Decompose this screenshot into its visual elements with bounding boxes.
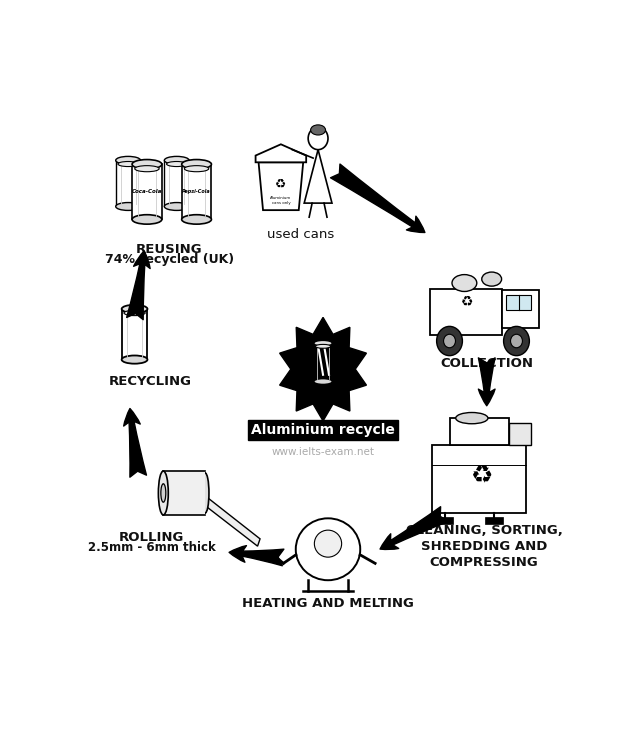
Ellipse shape bbox=[124, 311, 145, 316]
Text: Aluminium recycle: Aluminium recycle bbox=[251, 423, 395, 437]
Text: ♻: ♻ bbox=[275, 177, 287, 190]
Text: www.ielts-exam.net: www.ielts-exam.net bbox=[271, 447, 374, 458]
Bar bbox=[163, 471, 205, 515]
Circle shape bbox=[308, 127, 328, 150]
Ellipse shape bbox=[132, 159, 162, 169]
Bar bbox=[429, 289, 502, 336]
Ellipse shape bbox=[182, 215, 211, 224]
Ellipse shape bbox=[164, 202, 189, 211]
Ellipse shape bbox=[456, 412, 488, 424]
Ellipse shape bbox=[296, 518, 360, 580]
Ellipse shape bbox=[482, 272, 502, 286]
Ellipse shape bbox=[164, 156, 189, 164]
Ellipse shape bbox=[166, 162, 187, 167]
Bar bbox=[116, 160, 141, 206]
Bar bbox=[132, 164, 162, 219]
Ellipse shape bbox=[118, 162, 138, 167]
Text: ♻: ♻ bbox=[461, 295, 473, 308]
Ellipse shape bbox=[158, 471, 168, 515]
Ellipse shape bbox=[135, 166, 159, 172]
Circle shape bbox=[504, 326, 529, 356]
Bar bbox=[122, 309, 147, 360]
Ellipse shape bbox=[310, 125, 326, 135]
Text: HEATING AND MELTING: HEATING AND MELTING bbox=[242, 597, 414, 610]
Text: Pepsi-Cola: Pepsi-Cola bbox=[182, 189, 211, 194]
Text: Coca-Cola: Coca-Cola bbox=[132, 189, 162, 194]
Text: COLLECTION: COLLECTION bbox=[440, 357, 533, 370]
Polygon shape bbox=[203, 497, 260, 546]
Ellipse shape bbox=[116, 156, 141, 164]
Bar bbox=[182, 164, 211, 219]
Bar bbox=[314, 344, 332, 382]
Ellipse shape bbox=[182, 159, 211, 169]
Polygon shape bbox=[259, 162, 303, 210]
Bar bbox=[502, 289, 539, 328]
Text: 74% recycled (UK): 74% recycled (UK) bbox=[105, 253, 234, 265]
Circle shape bbox=[511, 334, 522, 348]
Bar bbox=[436, 518, 454, 524]
Text: 2.5mm - 6mm thick: 2.5mm - 6mm thick bbox=[88, 542, 216, 554]
Ellipse shape bbox=[452, 275, 477, 292]
Circle shape bbox=[436, 326, 463, 356]
Ellipse shape bbox=[161, 484, 166, 502]
Text: ROLLING: ROLLING bbox=[119, 531, 184, 545]
Ellipse shape bbox=[314, 379, 332, 385]
Text: CLEANING, SORTING,
SHREDDING AND
COMPRESSING: CLEANING, SORTING, SHREDDING AND COMPRES… bbox=[406, 524, 563, 569]
Bar bbox=[506, 295, 531, 310]
Ellipse shape bbox=[122, 305, 147, 313]
Text: used cans: used cans bbox=[267, 228, 334, 241]
Ellipse shape bbox=[201, 473, 209, 513]
Polygon shape bbox=[304, 150, 332, 203]
Bar bbox=[164, 160, 189, 206]
Text: ♻: ♻ bbox=[470, 464, 493, 488]
Ellipse shape bbox=[314, 340, 332, 346]
Polygon shape bbox=[255, 144, 306, 162]
Ellipse shape bbox=[316, 344, 331, 348]
Text: Aluminium
cans only: Aluminium cans only bbox=[270, 196, 291, 205]
Bar bbox=[432, 445, 526, 512]
Ellipse shape bbox=[116, 202, 141, 211]
Ellipse shape bbox=[132, 215, 162, 224]
Bar bbox=[485, 518, 503, 524]
Circle shape bbox=[444, 334, 456, 348]
Ellipse shape bbox=[184, 166, 209, 172]
Ellipse shape bbox=[122, 355, 147, 364]
Ellipse shape bbox=[314, 530, 342, 557]
Bar bbox=[449, 418, 509, 445]
Bar bbox=[509, 423, 531, 445]
Text: RECYCLING: RECYCLING bbox=[108, 375, 191, 387]
Polygon shape bbox=[280, 317, 367, 421]
Text: REUSING: REUSING bbox=[136, 243, 203, 256]
